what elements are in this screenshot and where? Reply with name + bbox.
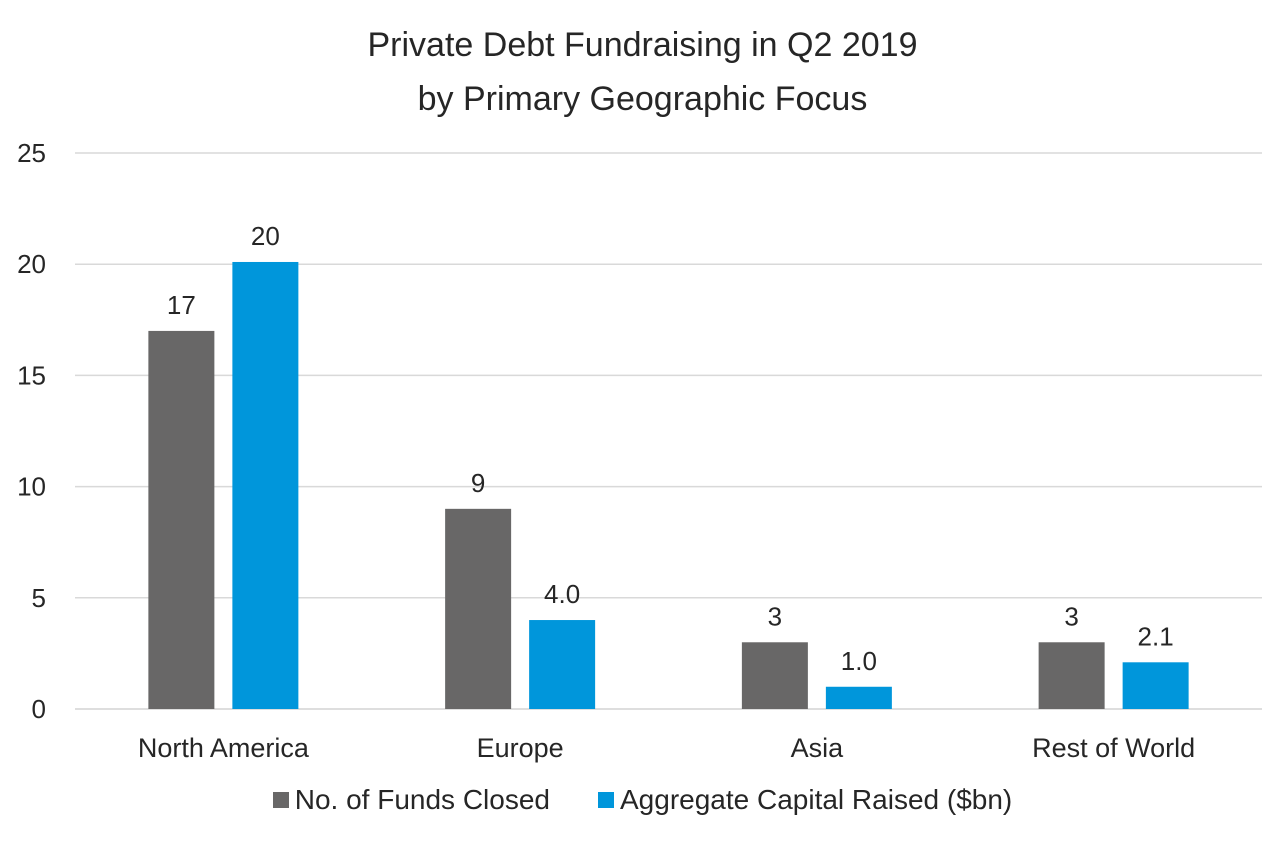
data-label: 3 [768,601,782,631]
x-tick-label: North America [138,733,310,763]
bars [148,261,1189,709]
bar-funds-closed [445,508,512,709]
legend-item-capital-raised: Aggregate Capital Raised ($bn) [598,784,1012,816]
y-tick-label: 5 [32,583,46,613]
data-label: 1.0 [841,646,877,676]
bar-funds-closed [1038,642,1105,709]
legend-item-funds-closed: No. of Funds Closed [272,784,550,816]
x-tick-label: Europe [477,733,564,763]
legend-swatch-capital-raised [598,792,614,808]
chart-title-line-2: by Primary Geographic Focus [417,80,868,118]
bar-capital-raised [1122,662,1189,709]
legend: No. of Funds Closed Aggregate Capital Ra… [0,784,1285,816]
data-label: 3 [1064,601,1078,631]
y-tick-label: 0 [32,694,46,724]
data-labels: 17 20 9 4.0 3 1.0 3 2.1 [167,221,1174,676]
bar-capital-raised [529,620,596,709]
y-tick-label: 10 [17,472,46,502]
bar-capital-raised [232,261,299,709]
legend-label-capital-raised: Aggregate Capital Raised ($bn) [620,784,1013,815]
y-tick-label: 20 [17,249,46,279]
data-label: 20 [251,221,280,251]
y-tick-label: 25 [17,138,46,168]
legend-label-funds-closed: No. of Funds Closed [294,784,550,815]
y-tick-label: 15 [17,360,46,390]
bar-funds-closed [148,330,215,709]
legend-swatch-funds-closed [272,792,289,808]
data-label: 4.0 [544,579,580,609]
y-axis-tick-labels: 0 5 10 15 20 25 [17,138,46,724]
x-tick-label: Asia [791,733,845,763]
bar-funds-closed [741,642,808,709]
x-axis-tick-labels: North America Europe Asia Rest of World [138,733,1195,763]
x-tick-label: Rest of World [1032,733,1195,763]
data-label: 2.1 [1138,621,1174,651]
bar-capital-raised [825,686,892,709]
data-label: 9 [471,468,485,498]
chart-title-line-1: Private Debt Fundraising in Q2 2019 [367,26,918,64]
data-label: 17 [167,290,196,320]
